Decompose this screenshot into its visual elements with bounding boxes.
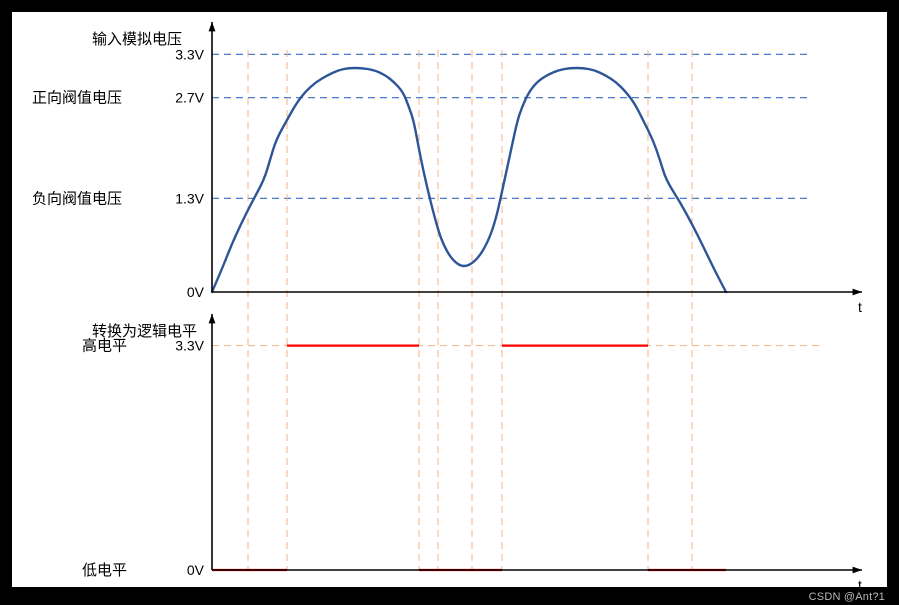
top-chart-title: 输入模拟电压 [92, 31, 182, 48]
y-side-label: 负向阀值电压 [32, 190, 122, 207]
bottom-chart-title: 转换为逻辑电平 [92, 323, 197, 340]
y-tick-label: 2.7V [175, 90, 204, 106]
y-side-label: 低电平 [82, 562, 127, 579]
x-axis-label-bottom: t [858, 577, 862, 587]
diagram-canvas: 3.3V 2.7V 正向阀值电压 1.3V 负向阀值电压 0V 输入模拟电压 t 3.3V 高电平… [12, 12, 887, 587]
diagram-frame: 3.3V 2.7V 正向阀值电压 1.3V 负向阀值电压 0V 输入模拟电压 t 3.3V 高电平… [0, 0, 899, 605]
y-tick-label: 0V [187, 284, 205, 300]
y-side-label: 正向阀值电压 [32, 90, 122, 107]
y-tick-label: 3.3V [175, 46, 204, 62]
analog-curve [212, 68, 726, 292]
y-tick-label: 3.3V [175, 338, 204, 354]
y-side-label: 高电平 [82, 338, 127, 355]
x-axis-label-top: t [858, 299, 862, 315]
y-tick-label: 1.3V [175, 190, 204, 206]
watermark-text: CSDN @Ant?1 [809, 591, 885, 603]
y-tick-label: 0V [187, 562, 205, 578]
